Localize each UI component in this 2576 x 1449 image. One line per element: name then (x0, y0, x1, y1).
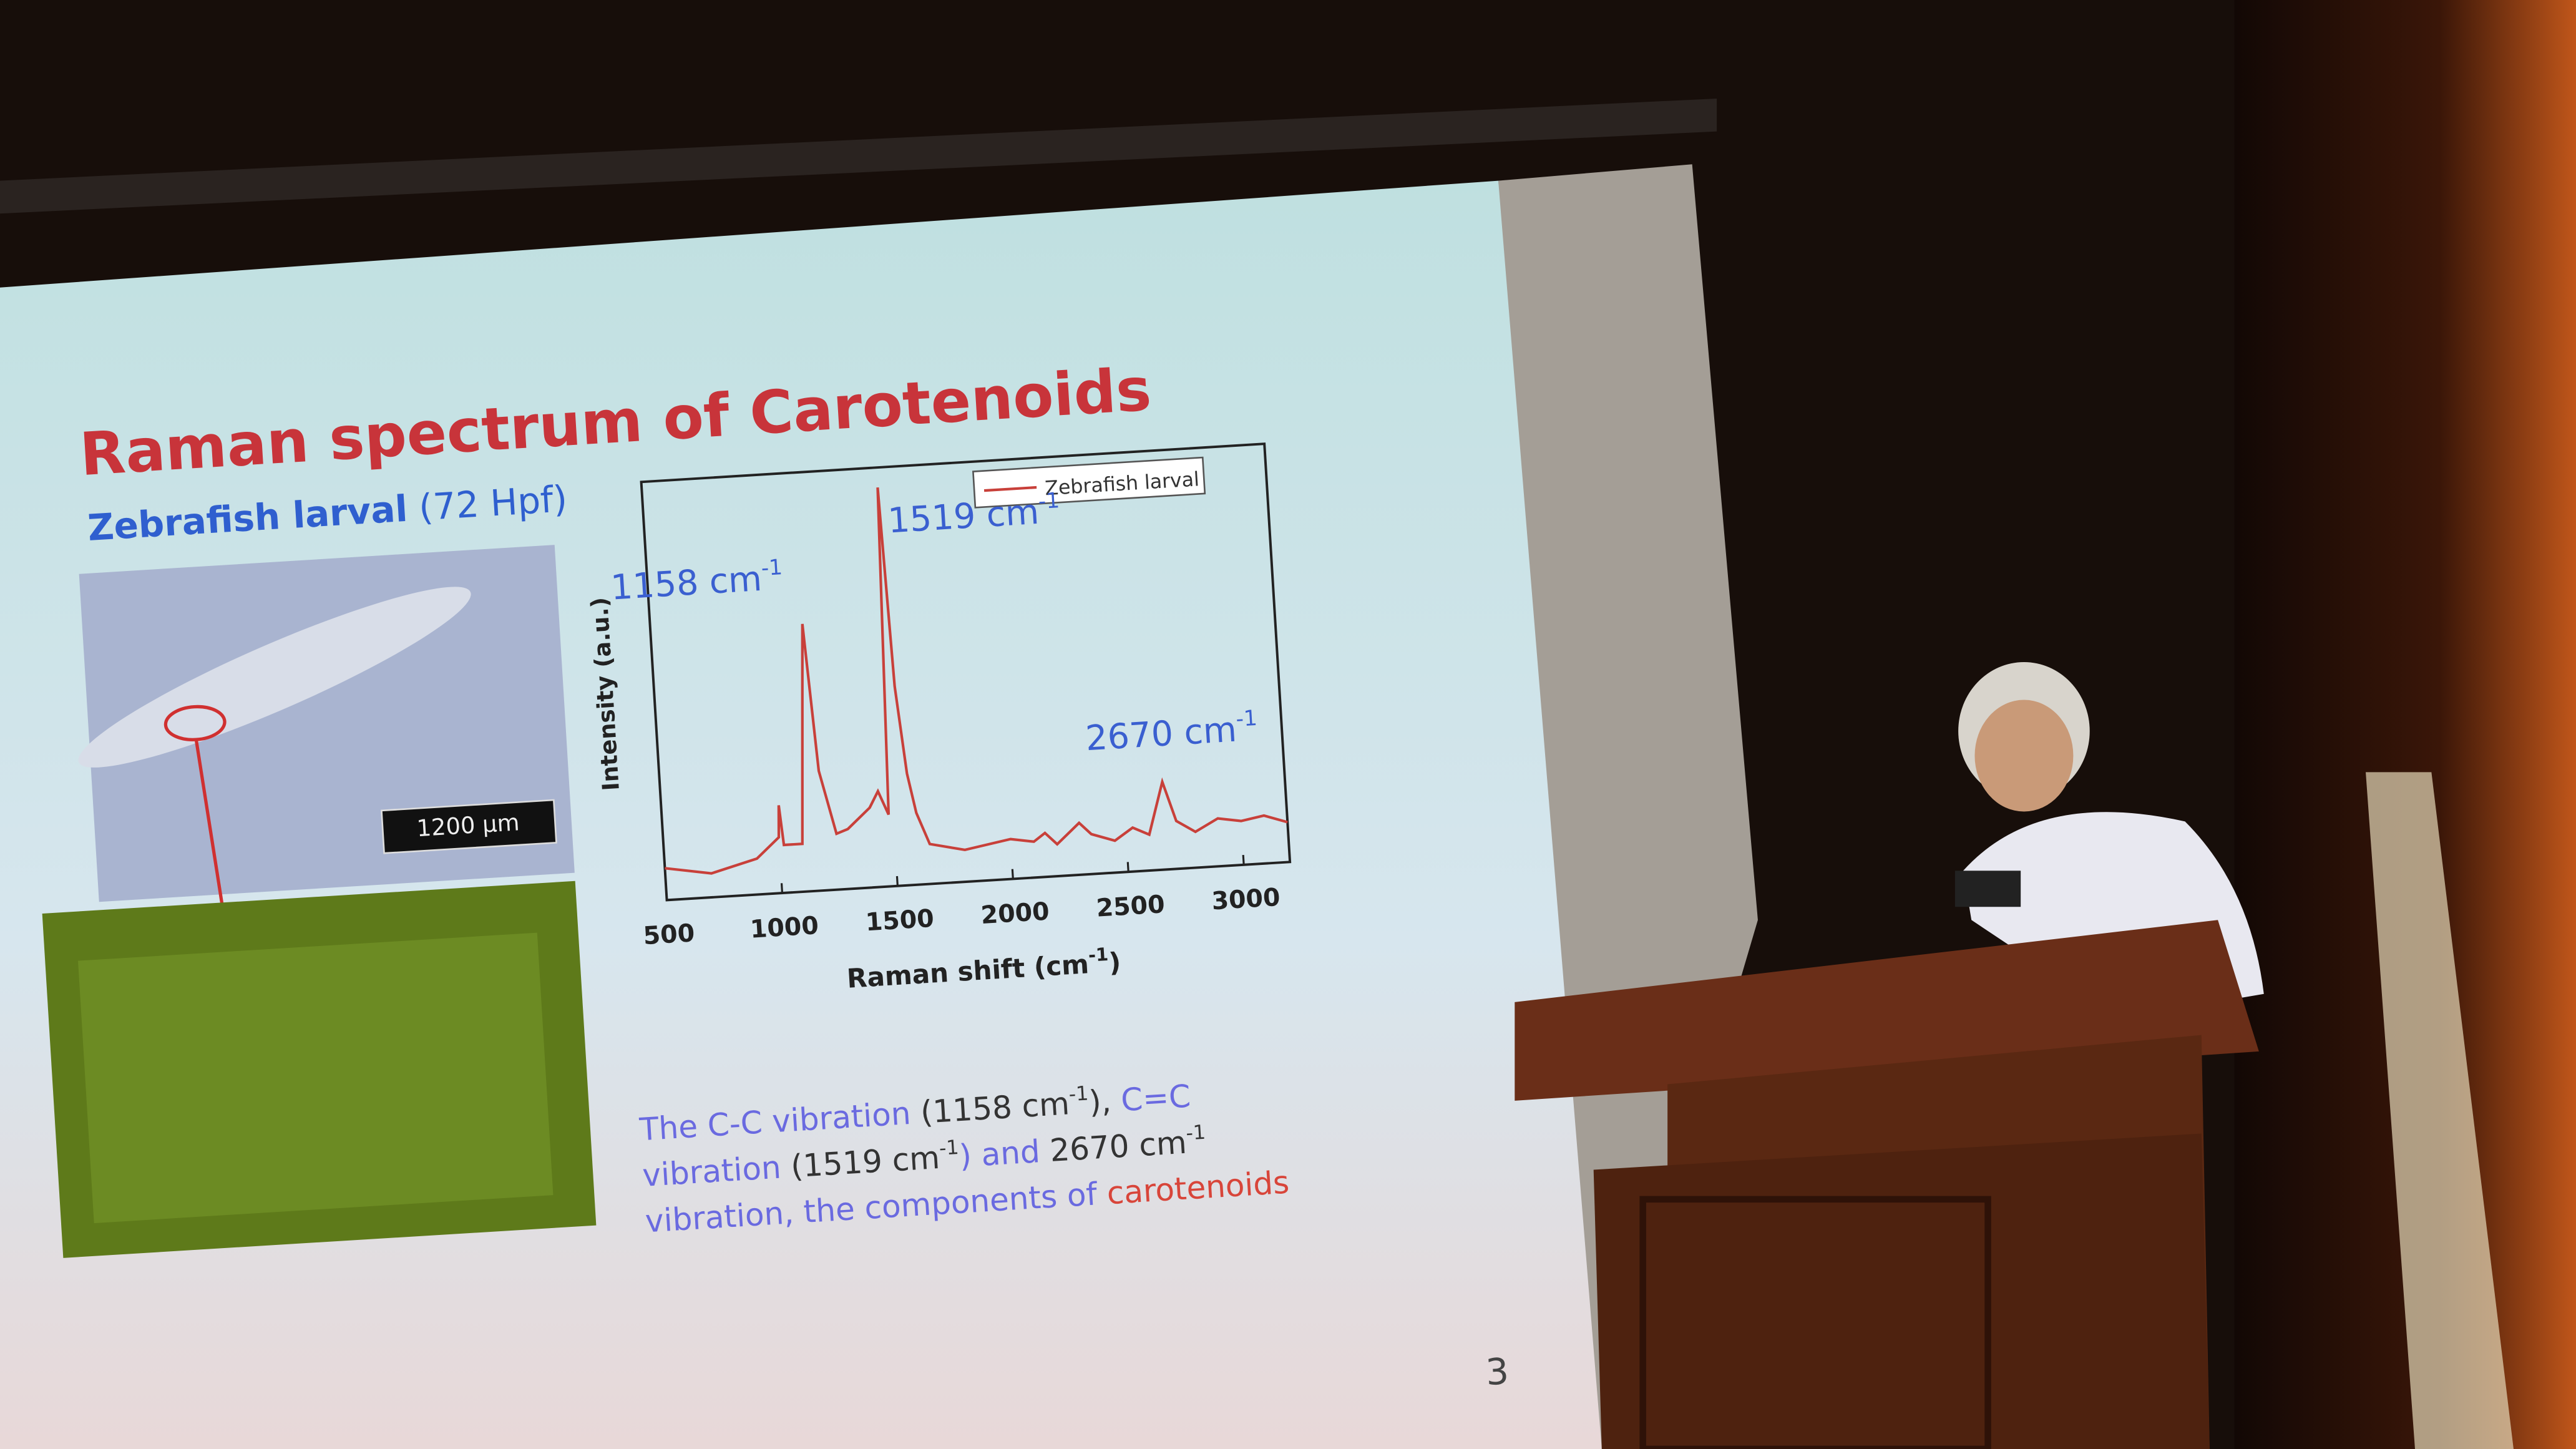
caption-text: ) and (959, 1133, 1042, 1174)
podium-inset (1639, 1196, 1991, 1449)
annotation-text: 2670 cm (1085, 710, 1238, 759)
subtitle-rest: (72 Hpf) (417, 477, 568, 529)
caption-text: C=C (1120, 1078, 1192, 1119)
screen-frame (0, 98, 1717, 214)
scale-bar-box (381, 799, 557, 854)
annotation-sup: -1 (1038, 488, 1061, 514)
pointer-arrow (194, 739, 225, 911)
x-label-sup: -1 (1088, 944, 1109, 966)
caption-line: vibration (1519 cm-1) and 2670 cm-1 (642, 1121, 1208, 1194)
caption-text: (1519 cm (790, 1139, 941, 1184)
caption-sup: -1 (1185, 1121, 1206, 1145)
micrograph-texture (77, 932, 554, 1224)
legend-swatch (983, 485, 1037, 492)
x-tick (1011, 869, 1014, 879)
legend-box (972, 456, 1206, 509)
x-tick (665, 890, 668, 900)
caption-line: vibration, the components of carotenoids (644, 1164, 1290, 1240)
page-number: 3 (1485, 1350, 1510, 1393)
caption-text: (1158 cm (919, 1085, 1070, 1130)
highlight-circle (163, 705, 227, 741)
x-tick (780, 883, 784, 894)
annotation-text: 1158 cm (610, 559, 763, 608)
peak-annotation: 1158 cm-1 (610, 555, 784, 608)
peak-annotation: 1519 cm-1 (887, 488, 1061, 541)
caption-text: vibration (642, 1149, 782, 1193)
larva (78, 587, 471, 768)
x-tick-label: 1000 (749, 911, 819, 944)
annotation-sup: -1 (1235, 706, 1258, 732)
x-label-text: ) (1108, 947, 1121, 978)
x-tick (1242, 854, 1245, 865)
x-tick-label: 3000 (1211, 883, 1281, 916)
x-tick-label: 500 (642, 919, 695, 950)
spectrum-line (665, 487, 1288, 875)
annotation-sup: -1 (761, 555, 784, 581)
caption-sup: -1 (939, 1136, 960, 1160)
scale-bar-label: 1200 µm (416, 809, 520, 842)
peak-annotation: 2670 cm-1 (1084, 706, 1259, 759)
x-tick-label: 2500 (1095, 890, 1165, 923)
plot-area (640, 442, 1292, 902)
caption-sup: -1 (1068, 1082, 1090, 1106)
face (1974, 700, 2074, 812)
laptop (1954, 871, 2021, 907)
slide-content: Raman spectrum of Carotenoids Zebrafish … (42, 355, 1510, 1393)
curtain-edge (2366, 772, 2514, 1449)
annotation-text: 1519 cm (887, 492, 1040, 542)
x-tick-label: 1500 (865, 904, 935, 937)
caption-text: 2670 cm (1049, 1125, 1188, 1169)
x-tick-label: 2000 (980, 897, 1050, 930)
podium-panel (1593, 1133, 2210, 1449)
caption-text: ), (1088, 1083, 1112, 1120)
